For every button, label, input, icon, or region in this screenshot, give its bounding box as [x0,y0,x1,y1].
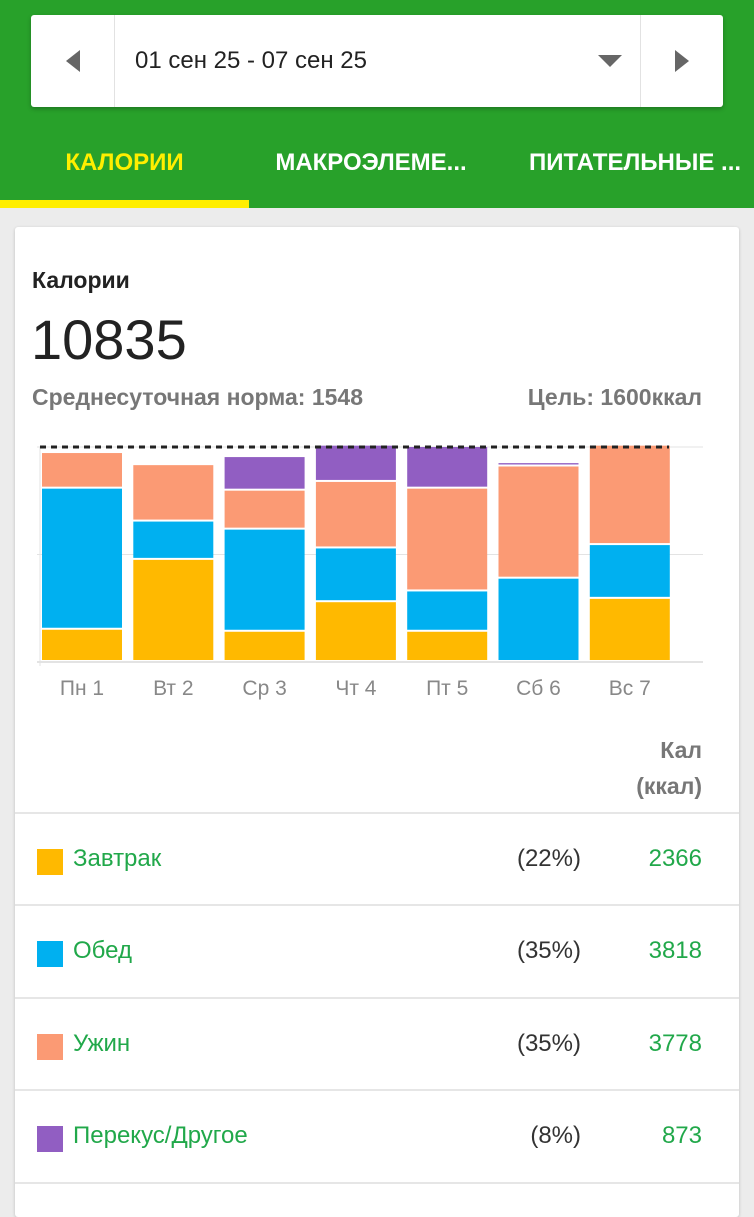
card-title: Калории [32,267,130,293]
x-tick-label: Вс 7 [609,677,651,700]
column-header: Кал (ккал) [636,732,702,804]
meal-row-breakfast[interactable]: Завтрак (22%) 2366 [15,812,739,904]
date-range-selector: 01 сен 25 - 07 сен 25 [31,15,723,107]
bar-segment [589,598,670,660]
meal-calories: 873 [661,1122,702,1149]
calories-card: Калории 10835 Среднесуточная норма: 1548… [15,227,739,1217]
triangle-right-icon [675,50,689,72]
tab-nutrients[interactable]: ПИТАТЕЛЬНЫЕ ... [529,149,742,176]
active-tab-indicator [0,200,249,208]
triangle-left-icon [65,50,80,72]
date-range-text: 01 сен 25 - 07 сен 25 [135,47,367,74]
bar-segment [133,559,214,660]
column-header-kcal: (ккал) [636,773,702,799]
bar-segment [133,465,214,520]
meal-label: Завтрак [73,845,162,872]
meal-label: Ужин [73,1030,131,1057]
breakfast-swatch [37,849,63,875]
meal-percent: (8%) [530,1122,581,1149]
previous-week-button[interactable] [31,15,115,107]
triangle-down-icon [598,55,622,67]
next-week-button[interactable] [640,15,723,107]
dinner-swatch [37,1034,63,1060]
bar-segment [407,488,488,590]
bar-segment [589,445,670,544]
app-header: 01 сен 25 - 07 сен 25 КАЛОРИИ МАКРОЭЛЕМЕ… [0,0,754,208]
table-end-divider [15,1182,739,1217]
x-tick-label: Пт 5 [426,677,468,700]
meal-calories: 3778 [648,1030,702,1057]
bar-segment [224,457,305,489]
date-range-dropdown[interactable]: 01 сен 25 - 07 сен 25 [115,15,640,107]
meal-row-lunch[interactable]: Обед (35%) 3818 [15,904,739,996]
calorie-goal: Цель: 1600ккал [527,384,702,410]
x-tick-label: Пн 1 [60,677,104,700]
tab-macros[interactable]: МАКРОЭЛЕМЕ... [275,149,467,176]
x-tick-label: Вт 2 [153,677,193,700]
lunch-swatch [37,941,63,967]
meal-row-snack[interactable]: Перекус/Другое (8%) 873 [15,1089,739,1181]
x-tick-label: Сб 6 [516,677,561,700]
bar-segment [42,629,122,660]
bar-segment [42,488,122,628]
meal-label: Перекус/Другое [73,1122,248,1149]
meal-label: Обед [73,937,132,964]
meal-percent: (35%) [516,1030,581,1057]
meal-calories: 3818 [648,937,702,964]
meal-calories: 2366 [648,845,702,872]
meal-percent: (35%) [516,937,581,964]
x-tick-label: Чт 4 [335,677,376,700]
bar-segment [315,481,396,547]
bar-segment [42,453,122,487]
weekly-calories-chart: Пн 1 Вт 2 Ср 3 Чт 4 Пт 5 Сб 6 Вс 7 [37,445,703,700]
bar-segment [407,447,488,487]
bar-segment [224,529,305,630]
meal-percent: (22%) [516,845,581,872]
bar-segment [589,545,670,597]
tab-calories[interactable]: КАЛОРИИ [65,149,184,176]
bar-segment [498,466,579,577]
x-tick-label: Ср 3 [242,677,286,700]
bar-segment [315,602,396,660]
tab-bar: КАЛОРИИ МАКРОЭЛЕМЕ... ПИТАТЕЛЬНЫЕ ... [0,118,754,208]
daily-average: Среднесуточная норма: 1548 [32,384,363,410]
bar-segment [133,521,214,558]
bar-segment [498,463,579,465]
column-header-unit: Кал [660,737,702,763]
bar-segment [224,631,305,660]
total-calories: 10835 [31,308,187,371]
bar-segment [498,578,579,660]
bar-segment [224,490,305,528]
snack-swatch [37,1126,63,1152]
bar-segment [407,591,488,630]
bar-segment [407,631,488,660]
bar-segment [315,445,396,480]
bar-segment [315,548,396,601]
meal-row-dinner[interactable]: Ужин (35%) 3778 [15,997,739,1089]
